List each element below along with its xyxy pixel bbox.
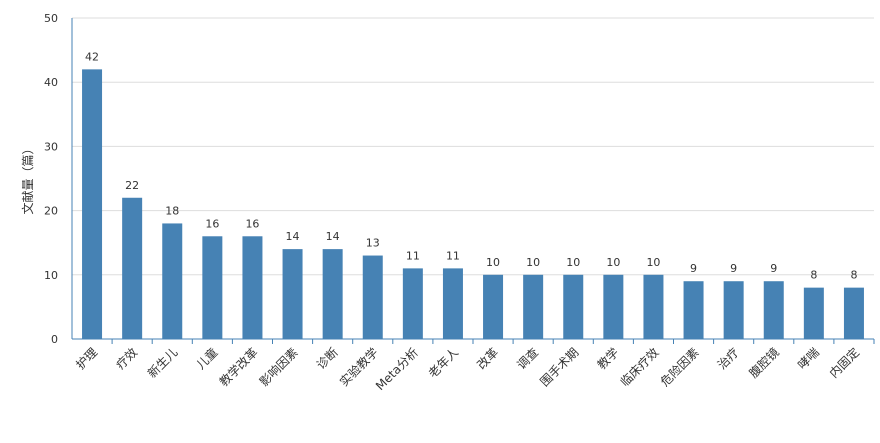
bar-3[interactable] <box>202 236 223 339</box>
y-tick-label: 0 <box>51 333 58 346</box>
y-tick-label: 50 <box>44 12 58 25</box>
value-label: 16 <box>245 217 259 230</box>
bar-16[interactable] <box>723 281 744 339</box>
bars <box>82 69 864 340</box>
y-tick-label: 30 <box>44 140 58 153</box>
bar-5[interactable] <box>282 249 303 339</box>
x-tick-label: Meta分析 <box>373 345 421 393</box>
value-label: 8 <box>810 269 817 282</box>
bar-14[interactable] <box>643 274 664 339</box>
bar-15[interactable] <box>683 281 704 339</box>
x-tick-label: 治疗 <box>715 345 742 372</box>
value-label: 11 <box>406 249 420 262</box>
value-label: 14 <box>326 230 340 243</box>
x-tick-label: 临床疗效 <box>617 345 662 390</box>
x-tick-label: 儿童 <box>193 345 221 373</box>
x-tick-label: 围手术期 <box>538 345 582 389</box>
value-label: 9 <box>730 262 737 275</box>
bar-12[interactable] <box>563 274 584 339</box>
axes <box>71 18 875 344</box>
x-tick-label: 改革 <box>474 345 501 372</box>
bar-19[interactable] <box>843 287 864 339</box>
x-tick-label: 哮喘 <box>795 345 822 372</box>
value-label: 11 <box>446 249 460 262</box>
value-label: 18 <box>165 204 179 217</box>
value-label: 9 <box>770 262 777 275</box>
x-tick-label: 诊断 <box>313 345 341 373</box>
bar-17[interactable] <box>763 281 784 339</box>
bar-0[interactable] <box>82 69 103 340</box>
value-label: 10 <box>606 256 620 269</box>
value-label: 10 <box>486 256 500 269</box>
x-tick-label: 教学 <box>594 345 622 373</box>
x-tick-label: 影响因素 <box>256 345 301 390</box>
y-axis-title: 文献量（篇） <box>20 142 35 214</box>
x-tick-label: 老年人 <box>426 345 461 380</box>
value-label: 8 <box>850 269 857 282</box>
bar-2[interactable] <box>162 223 183 339</box>
value-label: 10 <box>566 256 580 269</box>
bar-10[interactable] <box>483 274 504 339</box>
x-tick-label: 疗效 <box>113 345 141 373</box>
bar-11[interactable] <box>523 274 544 339</box>
value-label: 22 <box>125 179 139 192</box>
value-label: 16 <box>205 217 219 230</box>
value-label: 10 <box>646 256 660 269</box>
x-tick-label: 腹腔镜 <box>746 345 782 381</box>
bar-7[interactable] <box>362 255 383 339</box>
y-tick-label: 10 <box>44 269 58 282</box>
x-tick-label: 新生儿 <box>144 345 180 381</box>
y-tick-label: 40 <box>44 76 58 89</box>
value-label: 42 <box>85 50 99 63</box>
x-tick-label: 调查 <box>514 345 541 372</box>
bar-6[interactable] <box>322 249 343 339</box>
bar-8[interactable] <box>402 268 423 339</box>
bar-18[interactable] <box>803 287 824 339</box>
x-tick-label: 教学改革 <box>216 345 261 390</box>
bar-1[interactable] <box>122 197 143 339</box>
value-label: 9 <box>690 262 697 275</box>
bar-9[interactable] <box>442 268 463 339</box>
x-tick-label: 内固定 <box>826 345 862 381</box>
x-tick-label: 危险因素 <box>657 345 702 390</box>
y-tick-label: 20 <box>44 205 58 218</box>
bar-4[interactable] <box>242 236 263 339</box>
value-label: 13 <box>366 237 380 250</box>
x-tick-label: 护理 <box>73 345 100 372</box>
value-label: 14 <box>286 230 300 243</box>
bar-13[interactable] <box>603 274 624 339</box>
value-label: 10 <box>526 256 540 269</box>
grid-lines <box>72 17 874 276</box>
